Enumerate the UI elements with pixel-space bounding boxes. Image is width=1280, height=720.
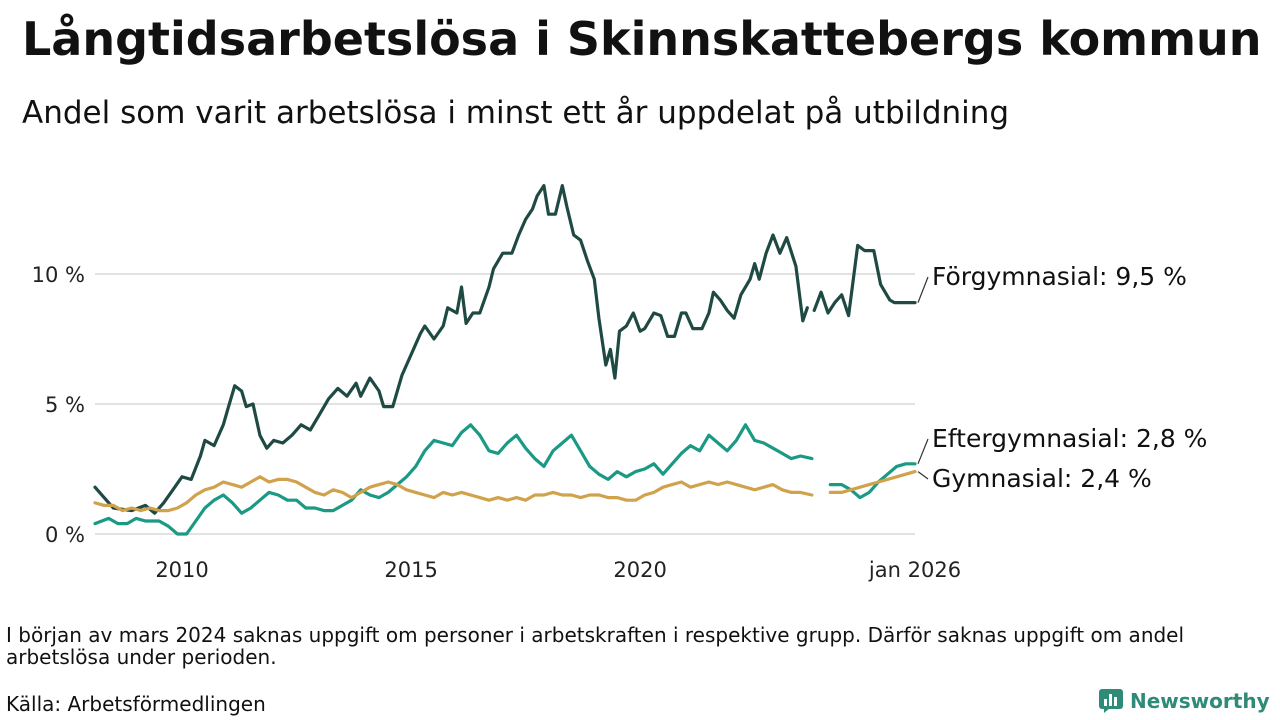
x-tick-label: 2015 — [384, 558, 437, 582]
newsworthy-brand[interactable]: Newsworthy — [1098, 688, 1270, 714]
y-tick-label: 5 % — [45, 393, 85, 417]
chart-subtitle: Andel som varit arbetslösa i minst ett å… — [22, 95, 1010, 131]
series-end-label: Förgymnasial: 9,5 % — [932, 262, 1187, 291]
series-label-leader — [917, 471, 929, 480]
source-credit: Källa: Arbetsförmedlingen — [6, 692, 266, 716]
series-label-leader — [917, 276, 929, 303]
series-end-label: Eftergymnasial: 2,8 % — [932, 424, 1207, 453]
series-line-förgymnasial — [812, 243, 917, 318]
brand-name: Newsworthy — [1130, 689, 1270, 713]
series-line-eftergymnasial — [828, 462, 917, 500]
series-end-label: Gymnasial: 2,4 % — [932, 464, 1152, 493]
newsworthy-logo-icon — [1099, 689, 1123, 713]
x-tick-label: 2020 — [613, 558, 666, 582]
y-tick-label: 10 % — [32, 263, 85, 287]
series-line-gymnasial — [828, 470, 917, 494]
x-tick-label: 2010 — [155, 558, 208, 582]
series-label-leader — [917, 438, 929, 465]
footnote: I början av mars 2024 saknas uppgift om … — [6, 623, 1185, 669]
series-line-eftergymnasial — [93, 423, 814, 536]
series-line-förgymnasial — [93, 184, 809, 515]
series-line-gymnasial — [93, 475, 814, 513]
chart-title: Långtidsarbetslösa i Skinnskattebergs ko… — [22, 12, 1262, 66]
x-tick-label: jan 2026 — [868, 558, 961, 582]
y-tick-label: 0 % — [45, 523, 85, 547]
